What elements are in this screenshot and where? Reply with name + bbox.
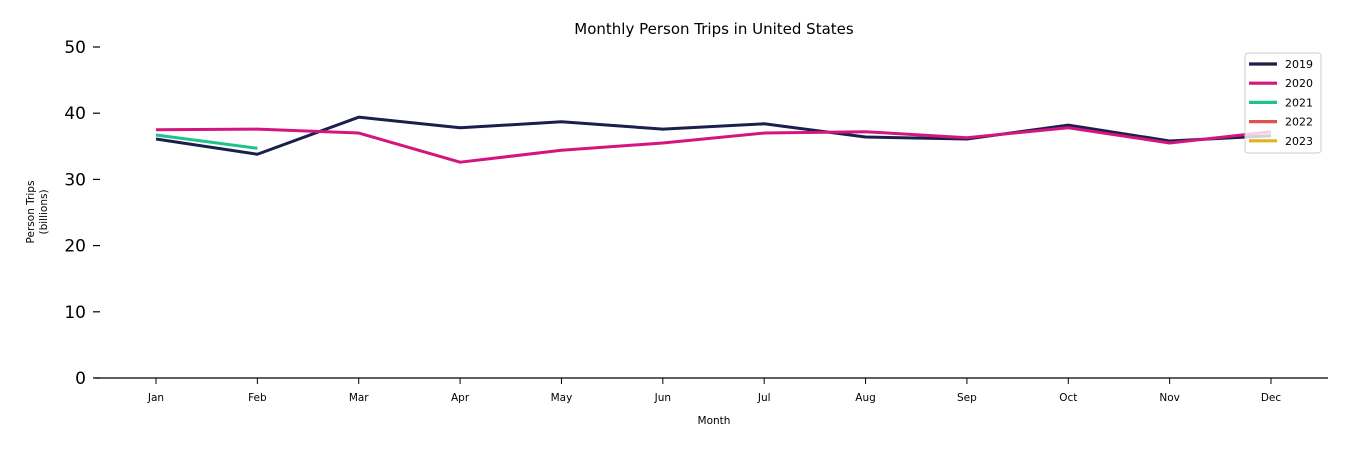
x-tick-label: Apr <box>451 392 470 404</box>
legend-label: 2021 <box>1285 96 1313 109</box>
legend-box <box>1244 52 1322 154</box>
chart-title: Monthly Person Trips in United States <box>574 20 854 38</box>
legend-label: 2020 <box>1285 77 1313 90</box>
x-tick-label: Nov <box>1159 392 1180 404</box>
y-tick-label: 10 <box>64 303 86 323</box>
x-tick-label: May <box>551 392 573 404</box>
x-tick-label: Jan <box>147 392 164 404</box>
x-tick-label: Jul <box>757 392 771 404</box>
series-line-2019 <box>155 115 1272 156</box>
x-tick-label: Dec <box>1261 392 1282 404</box>
y-tick-label: 50 <box>64 38 86 58</box>
series-group <box>155 115 1272 164</box>
x-tick-label: Aug <box>855 392 876 404</box>
y-axis: 0 10 20 30 40 50 <box>64 38 100 389</box>
x-axis: Jan Feb Mar Apr May Jun Jul Aug Sep Oct Nov Dec <box>95 377 1328 404</box>
x-tick-label: Jun <box>654 392 671 404</box>
y-axis-label-line1: Person Trips <box>25 181 37 244</box>
legend-label: 2019 <box>1285 58 1313 71</box>
y-tick-label: 40 <box>64 104 86 124</box>
x-axis-label: Month <box>698 415 731 427</box>
legend-label: 2023 <box>1285 135 1313 148</box>
y-tick-label: 30 <box>64 170 86 190</box>
legend: 2019 2020 2021 2022 2023 <box>1244 52 1322 154</box>
x-tick-label: Sep <box>957 392 977 404</box>
y-tick-label: 0 <box>75 369 86 389</box>
series-line-2020 <box>155 126 1272 164</box>
legend-label: 2022 <box>1285 116 1313 129</box>
x-tick-label: Feb <box>248 392 267 404</box>
y-axis-label-line2: (billions) <box>38 189 50 234</box>
series-line-2021 <box>155 133 258 150</box>
x-tick-label: Oct <box>1059 392 1077 404</box>
x-tick-label: Mar <box>349 392 369 404</box>
y-tick-label: 20 <box>64 237 86 257</box>
